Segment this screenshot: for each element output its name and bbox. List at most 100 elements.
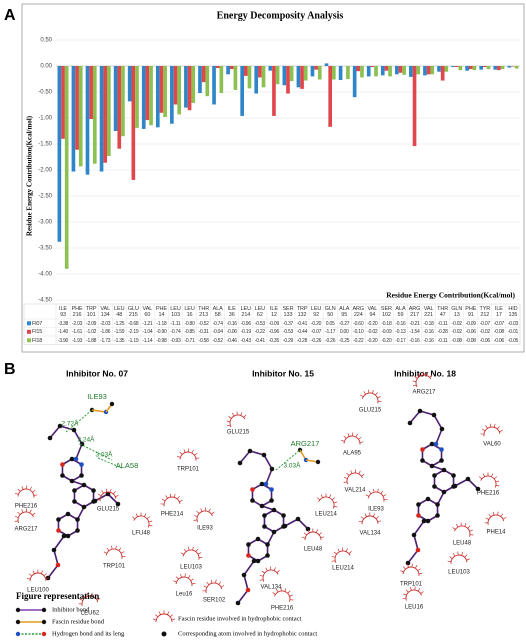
atom (281, 513, 286, 518)
contact-tick (167, 611, 170, 615)
contact-tick (360, 516, 365, 520)
residue-atom (109, 401, 115, 407)
contact-tick (315, 529, 318, 533)
contact-tick (382, 494, 387, 497)
contact-tick (29, 486, 32, 491)
contact-tick (106, 547, 110, 551)
residue-label: LEU103 (180, 565, 202, 571)
residue-label: GLU215 (97, 507, 120, 513)
table-value: -0.37 (282, 320, 294, 327)
contact-arc (415, 374, 432, 388)
bar (243, 66, 248, 76)
contact-tick (40, 570, 43, 574)
inhibitor-bond (435, 428, 443, 445)
table-value: -0.20 (367, 320, 378, 327)
hydrophobic-contact (272, 587, 294, 602)
bar (430, 66, 435, 75)
contact-arc (454, 525, 471, 537)
residue-label: ARG217 (14, 527, 38, 533)
bar (57, 66, 62, 242)
x-tick-label: VAL 94 (367, 305, 378, 318)
bar (131, 66, 136, 180)
bar (310, 66, 315, 77)
bar (465, 66, 469, 71)
contact-tick (365, 494, 370, 497)
contact-tick (33, 494, 38, 496)
contact-tick (32, 489, 36, 493)
bar (127, 66, 132, 102)
table-value: -1.86 (100, 329, 111, 335)
bar (135, 66, 139, 128)
bar (483, 66, 487, 68)
hydrophobic-contact (259, 566, 280, 582)
bar (332, 66, 336, 80)
bar (328, 66, 333, 127)
contact-tick (380, 490, 384, 494)
legend-item: Corresponding atom involved in hydrophob… (178, 630, 317, 637)
contact-arc (343, 435, 361, 445)
contact-tick (400, 570, 404, 573)
table-value: -1.02 (86, 329, 97, 335)
bar (458, 66, 463, 71)
bar (412, 66, 417, 147)
contact-tick (261, 570, 265, 574)
atom (72, 488, 77, 493)
contact-tick (422, 371, 424, 376)
atom (247, 448, 253, 454)
x-tick-label: SER 133 (282, 305, 294, 318)
contact-tick (447, 560, 452, 563)
bar (121, 66, 125, 137)
bar (402, 66, 406, 75)
table-value: -2.19 (128, 329, 139, 335)
contact-tick (333, 551, 337, 555)
legend-label: FI15 (32, 329, 43, 335)
table-value: -0.05 (507, 337, 519, 344)
contact-tick (28, 573, 33, 577)
table-value: -0.28 (296, 337, 308, 344)
table-value: -0.02 (367, 329, 378, 335)
table-value: -0.46 (226, 337, 237, 344)
table-value: -0.74 (212, 320, 223, 327)
table-value: -1.17 (325, 329, 336, 335)
x-tick-label: PHE 91 (465, 305, 477, 318)
legend-label: FI07 (32, 320, 43, 327)
contact-tick (499, 430, 503, 433)
legend-item: Fascin residue bond (52, 618, 105, 625)
contact-tick (26, 577, 31, 580)
bar (229, 66, 234, 70)
contact-tick (500, 513, 504, 517)
contact-tick (197, 552, 202, 555)
contact-arc (17, 511, 34, 524)
atom (115, 501, 121, 507)
contact-tick (29, 509, 32, 514)
contact-tick (478, 476, 483, 480)
atom (65, 533, 71, 539)
contact-tick (14, 520, 19, 522)
contact-tick (364, 513, 367, 517)
contact-tick (32, 570, 35, 574)
contact-tick (361, 473, 365, 477)
inhibitor-bond (76, 506, 85, 520)
contact-tick (103, 551, 108, 554)
contact-tick (347, 433, 350, 437)
x-tick-label: ILE 17 (494, 305, 503, 318)
table-value: -2.09 (86, 320, 97, 327)
atom (235, 600, 241, 606)
contact-arc (163, 496, 181, 507)
atom (451, 473, 456, 478)
atom (429, 441, 435, 447)
contact-tick (417, 372, 421, 377)
atom (421, 518, 427, 524)
x-tick-label: SER 102 (380, 305, 392, 318)
atom (435, 513, 440, 518)
contact-tick (188, 546, 190, 551)
table-value: -0.17 (395, 337, 406, 344)
table-value: -0.71 (184, 337, 195, 344)
legend-atom (15, 631, 21, 637)
bar (444, 66, 449, 72)
inhibitor-bond (243, 560, 255, 576)
table-value: -0.60 (353, 320, 364, 327)
contact-tick (165, 495, 168, 499)
contact-tick (144, 513, 147, 517)
contact-arc (205, 582, 223, 594)
